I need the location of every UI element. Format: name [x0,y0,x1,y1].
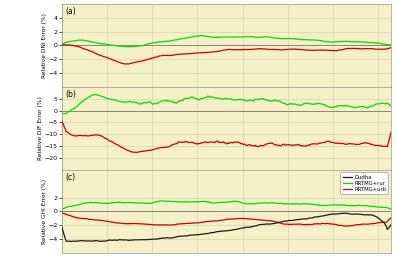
Text: (c): (c) [66,173,75,182]
Text: (a): (a) [66,7,76,16]
Y-axis label: Relative DNI Error (%): Relative DNI Error (%) [42,13,47,78]
Y-axis label: Relative GHI Error (%): Relative GHI Error (%) [42,179,47,244]
Y-axis label: Relative DIF Error (%): Relative DIF Error (%) [38,96,43,160]
Legend: Dudha, RRTMG+rur, RRTMG+urb: Dudha, RRTMG+rur, RRTMG+urb [341,173,388,194]
Text: (b): (b) [66,90,76,99]
